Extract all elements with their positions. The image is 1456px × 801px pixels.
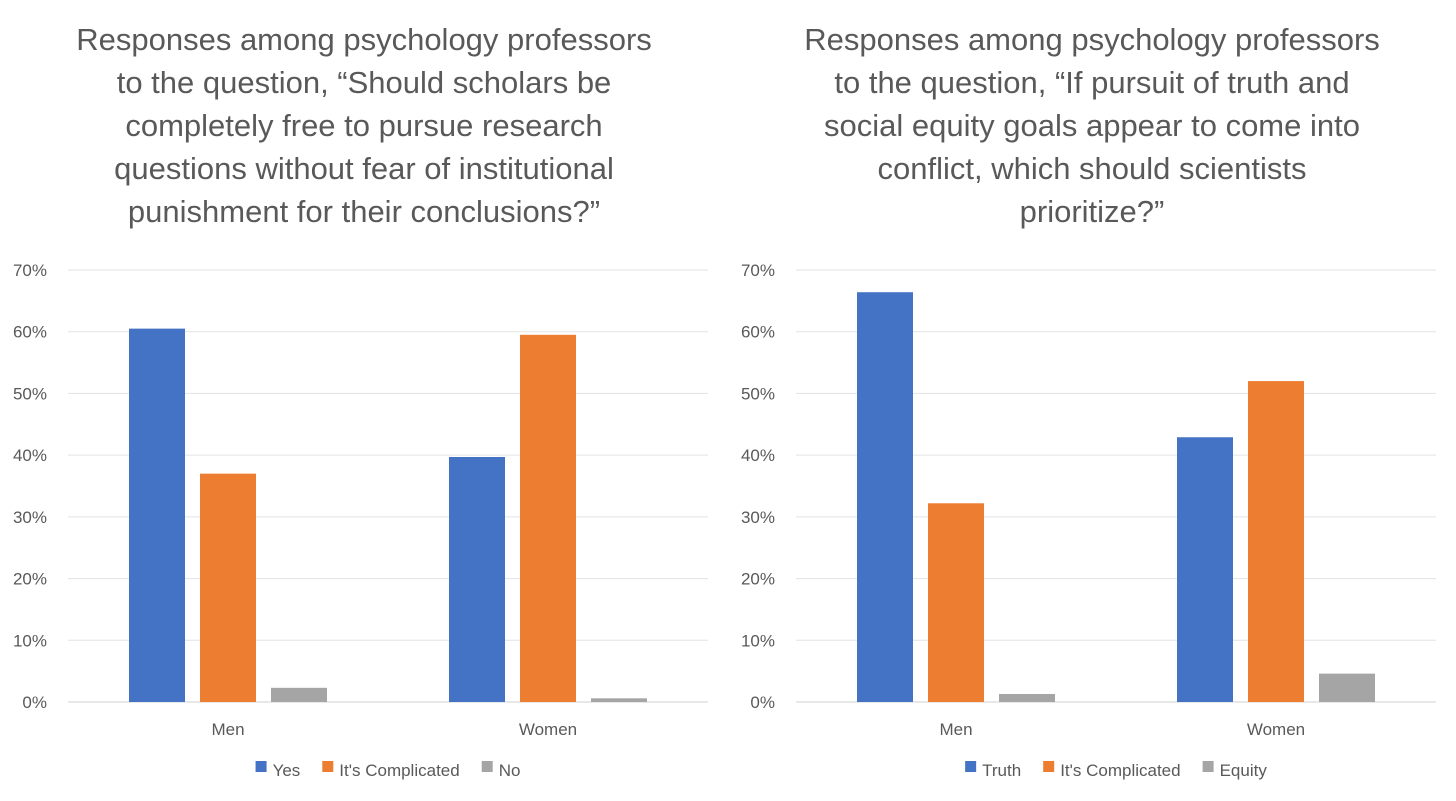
bar-chart-left: 0% 10% 20% 30% 40% 50% 60% 70% Men Women Yes It's C…: [13, 261, 708, 780]
chart-title-line: to the question, “If pursuit of truth an…: [834, 65, 1350, 100]
legend-swatch: [481, 761, 493, 772]
legend-label: Yes: [273, 761, 301, 780]
bar: [449, 456, 505, 702]
y-tick-label: 0%: [22, 693, 47, 712]
bar: [857, 292, 913, 702]
legend-label: Truth: [982, 761, 1021, 780]
chart-panel-left: Responses among psychology professors to…: [0, 18, 728, 780]
bar: [271, 687, 327, 702]
category-label: Women: [1247, 720, 1305, 739]
y-tick-label: 40%: [13, 446, 47, 465]
chart-title-line: Responses among psychology professors: [804, 22, 1380, 57]
legend-swatch: [1043, 761, 1055, 772]
chart-panel-right: Responses among psychology professors to…: [728, 0, 1456, 801]
y-tick-label: 60%: [741, 323, 775, 342]
chart-title-line: social equity goals appear to come into: [824, 108, 1360, 143]
legend: Truth It's Complicated Equity: [965, 761, 1267, 780]
y-tick-label: 70%: [741, 261, 775, 280]
y-tick-label: 30%: [741, 508, 775, 527]
chart-title-line: conflict, which should scientists: [877, 151, 1307, 186]
y-tick-label: 50%: [13, 384, 47, 403]
legend-label: It's Complicated: [339, 761, 459, 780]
y-tick-label: 10%: [741, 631, 775, 650]
chart-title-line: completely free to pursue research: [125, 108, 603, 143]
chart-title-line: questions without fear of institutional: [114, 151, 614, 186]
legend: Yes It's Complicated No: [255, 761, 521, 780]
bar: [928, 503, 984, 702]
category-label: Men: [211, 720, 244, 739]
y-tick-label: 50%: [741, 384, 775, 403]
category-label: Women: [519, 720, 577, 739]
bar: [200, 473, 256, 702]
bar: [129, 328, 185, 702]
bar-chart-right: 0% 10% 20% 30% 40% 50% 60% 70% Men Women Truth It's…: [741, 261, 1436, 780]
chart-title-line: prioritize?”: [1019, 194, 1165, 229]
legend-swatch: [965, 761, 977, 772]
chart-title-line: to the question, “Should scholars be: [116, 65, 612, 100]
legend-label: It's Complicated: [1060, 761, 1180, 780]
bar: [591, 698, 647, 702]
legend-swatch: [322, 761, 334, 772]
y-tick-label: 30%: [13, 508, 47, 527]
chart-title: Responses among psychology professors to…: [0, 18, 728, 233]
chart-title: Responses among psychology professors to…: [728, 18, 1456, 233]
chart-title-line: Responses among psychology professors: [76, 22, 652, 57]
chart-title-line: punishment for their conclusions?”: [127, 194, 601, 229]
bar: [1319, 673, 1375, 702]
y-tick-label: 10%: [13, 631, 47, 650]
y-tick-label: 60%: [13, 323, 47, 342]
bar: [1177, 437, 1233, 702]
y-tick-label: 0%: [750, 693, 775, 712]
y-tick-label: 20%: [741, 570, 775, 589]
y-tick-label: 40%: [741, 446, 775, 465]
bar: [999, 693, 1055, 702]
legend-swatch: [1202, 761, 1214, 772]
y-tick-label: 20%: [13, 570, 47, 589]
bar: [1248, 381, 1304, 702]
legend-label: No: [499, 761, 521, 780]
y-tick-label: 70%: [13, 261, 47, 280]
legend-label: Equity: [1220, 761, 1268, 780]
category-label: Men: [939, 720, 972, 739]
legend-swatch: [255, 761, 267, 772]
bar: [520, 334, 576, 702]
